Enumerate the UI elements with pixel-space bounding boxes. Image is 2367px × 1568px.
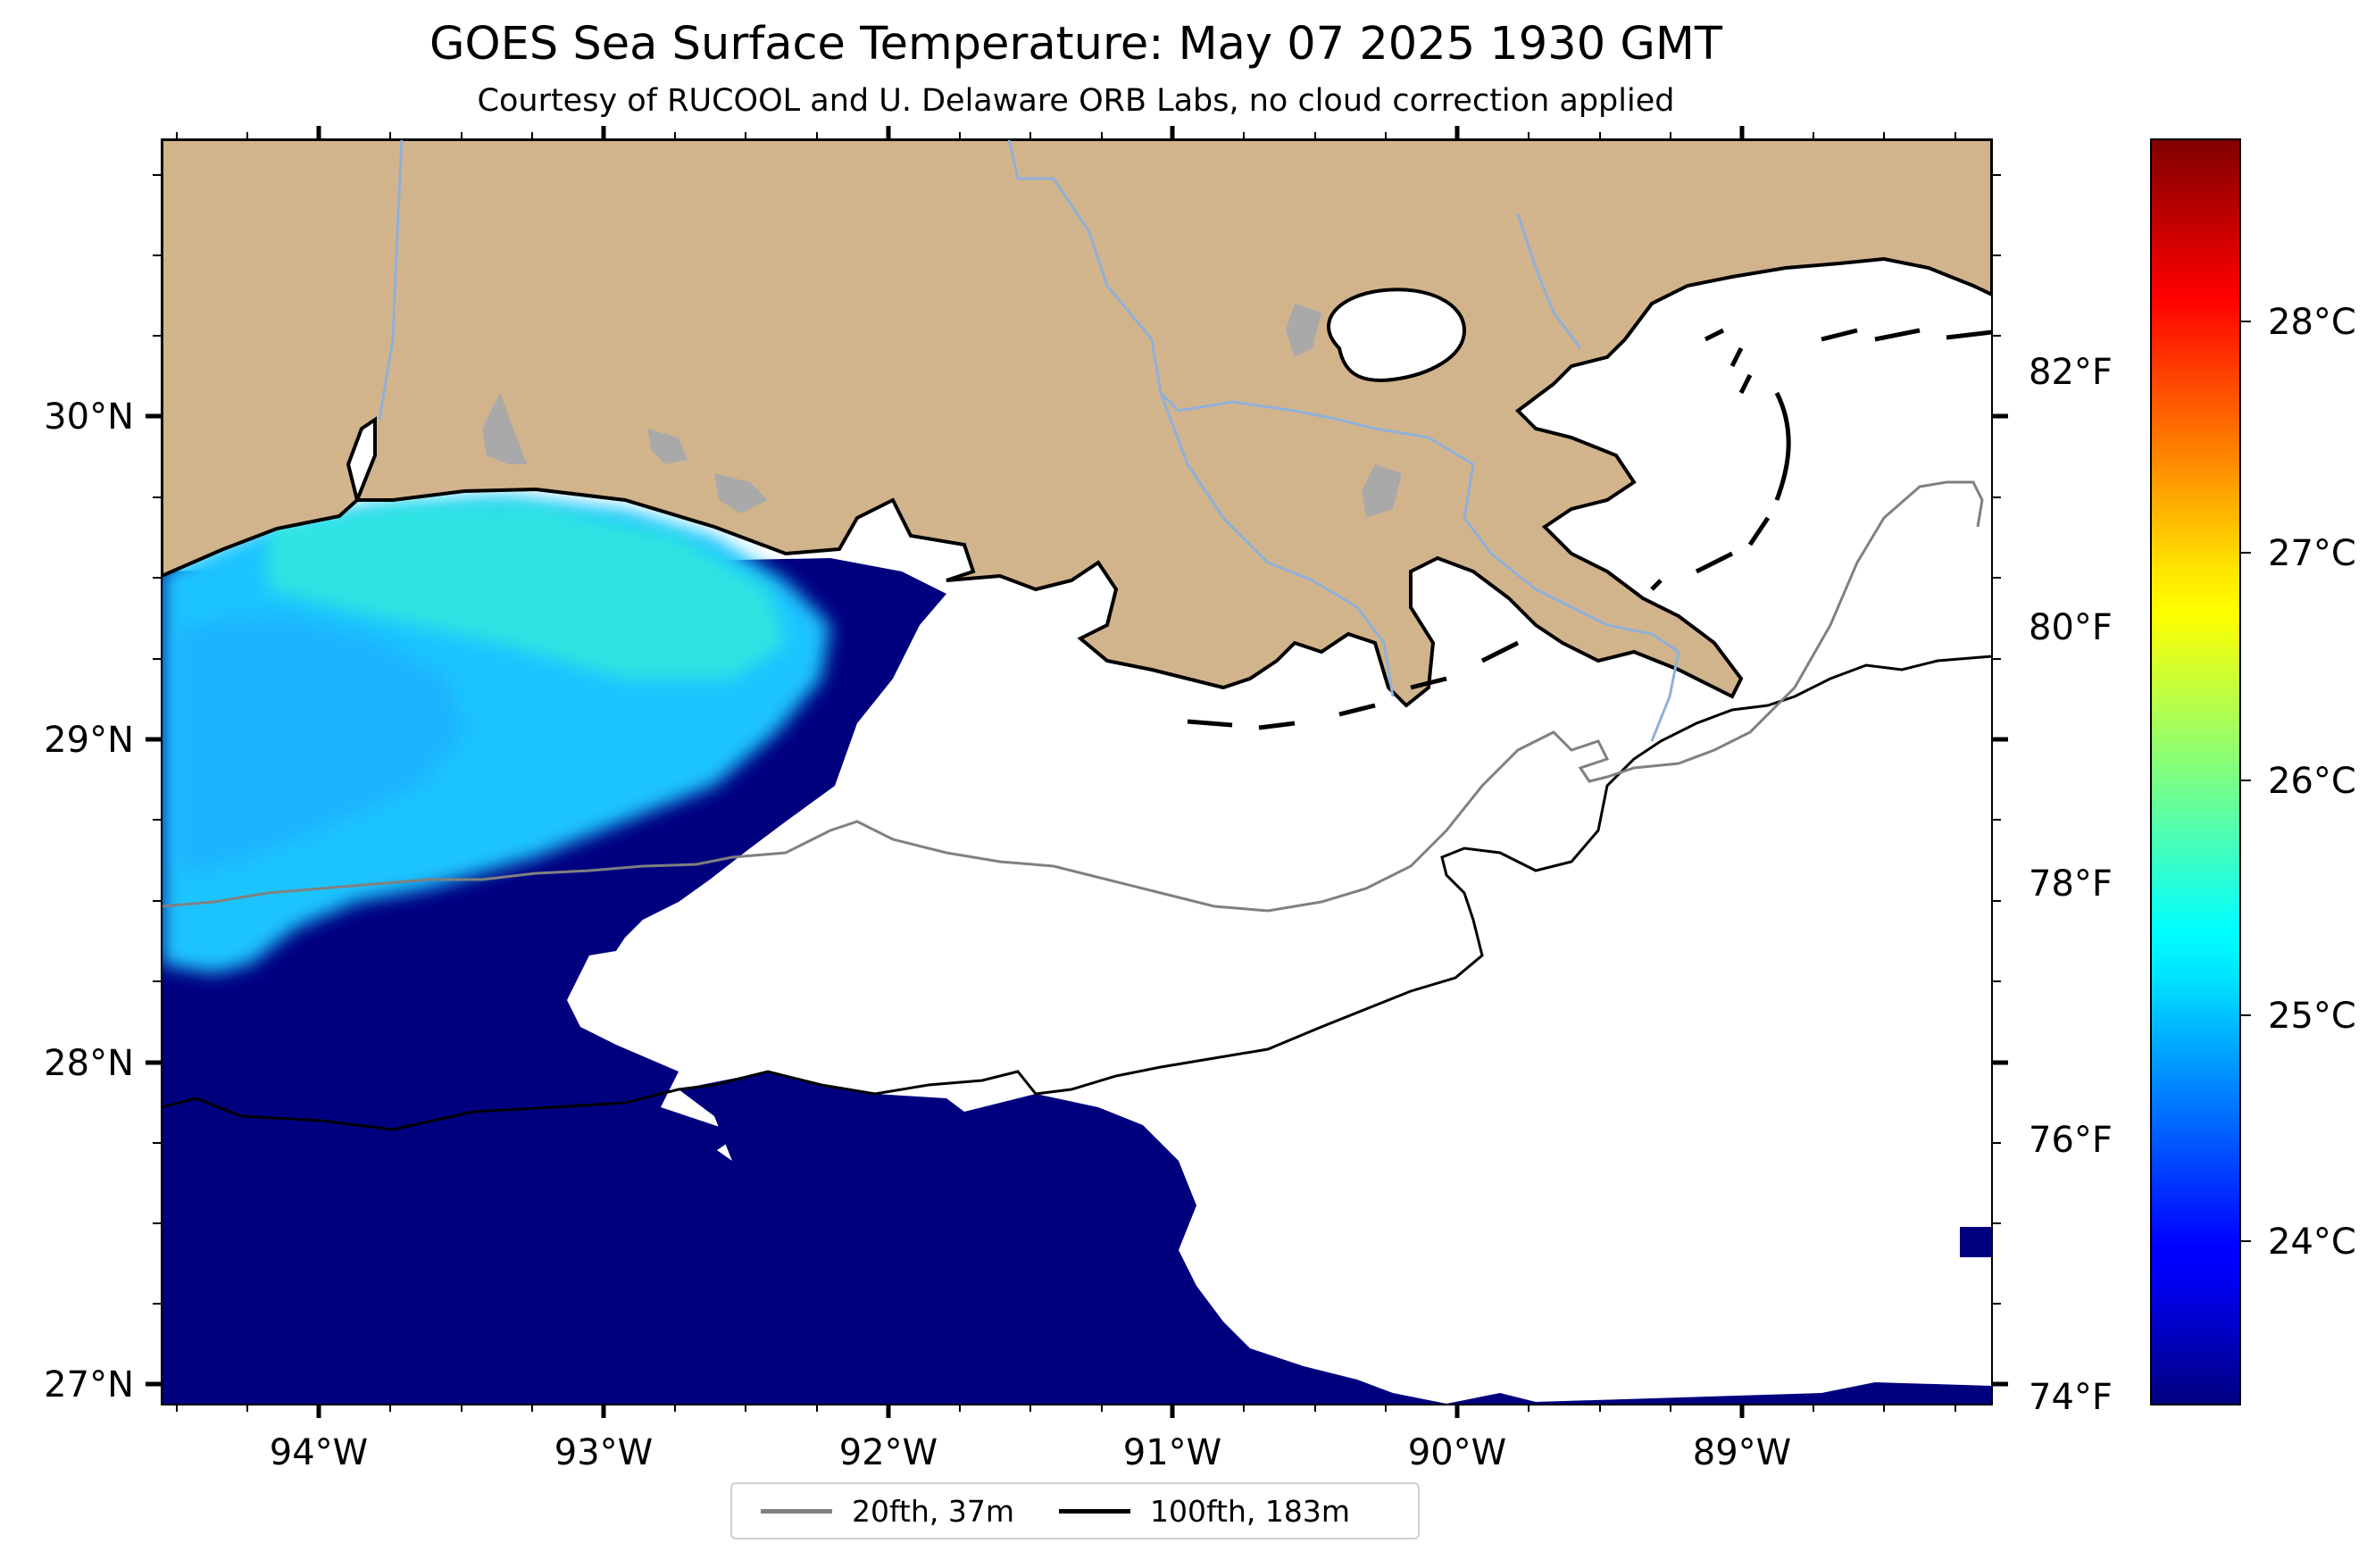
- river-pearl: [1516, 213, 1582, 349]
- river-mississippi: [1007, 139, 1680, 742]
- celsius-tick-label: 26°C: [2268, 761, 2356, 802]
- colorbar: [2150, 138, 2241, 1405]
- isobath-100fth: [162, 655, 1992, 1131]
- lon-tick-label: 89°W: [1693, 1432, 1791, 1473]
- lon-tick-label: 93°W: [554, 1432, 653, 1473]
- fahrenheit-tick-label: 80°F: [2029, 607, 2113, 648]
- lat-tick-label: 30°N: [44, 396, 134, 438]
- map-frame: [161, 138, 1993, 1405]
- river-atchafalaya: [1159, 392, 1395, 697]
- celsius-tick-label: 24°C: [2268, 1222, 2356, 1263]
- chart-subtitle: Courtesy of RUCOOL and U. Delaware ORB L…: [477, 83, 1675, 119]
- celsius-tick-label: 25°C: [2268, 996, 2356, 1037]
- lake: [1286, 304, 1321, 357]
- land-louisiana: [162, 139, 1992, 708]
- legend-line-gray: [761, 1508, 832, 1514]
- lake: [647, 429, 688, 464]
- lon-tick-label: 92°W: [839, 1432, 938, 1473]
- celsius-tick-label: 28°C: [2268, 302, 2356, 343]
- lake: [482, 393, 527, 464]
- lat-tick-label: 27°N: [44, 1364, 134, 1405]
- barrier-islands: [1187, 328, 1992, 730]
- major-ticks: [146, 126, 2008, 1418]
- isobath-20fth: [162, 480, 1984, 913]
- isobath-legend: 20fth, 37m 100fth, 183m: [730, 1482, 1420, 1539]
- legend-item-100fth: 100fth, 183m: [1059, 1494, 1350, 1529]
- lat-tick-label: 28°N: [44, 1043, 134, 1084]
- lon-tick-label: 90°W: [1408, 1432, 1506, 1473]
- cold-water-patch: [1960, 1227, 1992, 1257]
- fahrenheit-tick-label: 76°F: [2029, 1120, 2113, 1161]
- lon-tick-label: 91°W: [1123, 1432, 1221, 1473]
- warm-water-mid: [179, 616, 464, 875]
- colorbar-ticks: [2240, 321, 2251, 1242]
- celsius-tick-label: 27°C: [2268, 533, 2356, 574]
- river-calcasieu: [378, 139, 404, 421]
- fahrenheit-tick-label: 78°F: [2029, 863, 2113, 905]
- legend-label: 100fth, 183m: [1150, 1493, 1350, 1529]
- fahrenheit-tick-label: 74°F: [2029, 1377, 2113, 1418]
- lat-tick-label: 29°N: [44, 720, 134, 761]
- lake: [1362, 464, 1402, 518]
- minor-ticks: [153, 132, 2001, 1412]
- lake-pontchartrain: [1327, 288, 1467, 382]
- legend-line-black: [1059, 1508, 1130, 1514]
- chart-title: GOES Sea Surface Temperature: May 07 202…: [429, 18, 1723, 71]
- lon-tick-label: 94°W: [270, 1432, 368, 1473]
- warm-water-core: [268, 505, 786, 679]
- legend-item-20fth: 20fth, 37m: [761, 1494, 1014, 1529]
- lake: [714, 473, 768, 513]
- legend-label: 20fth, 37m: [852, 1493, 1014, 1529]
- fahrenheit-tick-label: 82°F: [2029, 352, 2113, 393]
